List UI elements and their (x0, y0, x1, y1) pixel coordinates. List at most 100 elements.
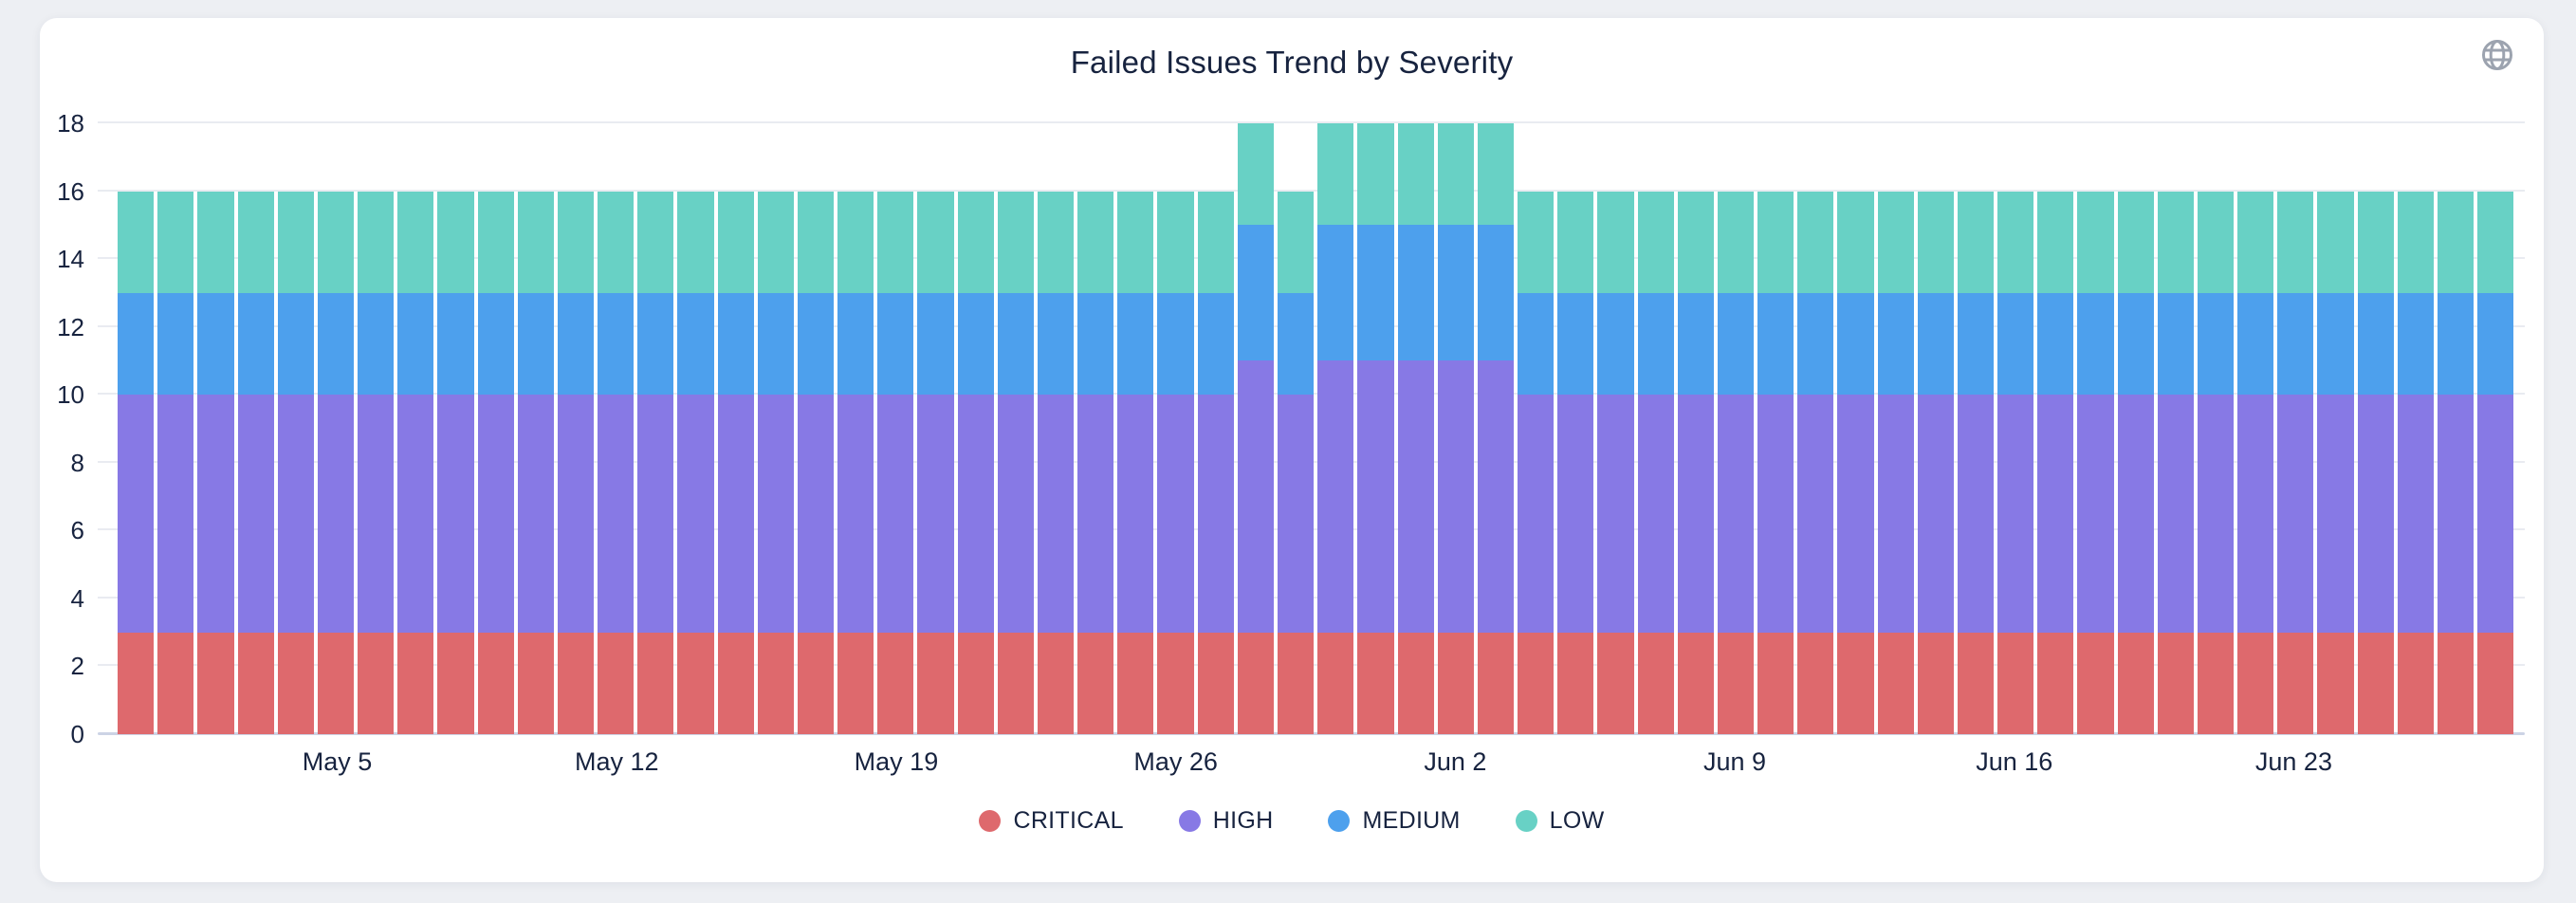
segment-critical (1637, 632, 1674, 734)
legend-item-low[interactable]: LOW (1515, 807, 1605, 835)
legend-item-high[interactable]: HIGH (1178, 807, 1274, 835)
bar-may-15[interactable] (717, 123, 754, 734)
segment-critical (1957, 632, 1995, 734)
bar-jun-8[interactable] (1677, 123, 1714, 734)
segment-low (2197, 191, 2235, 293)
segment-high (1077, 395, 1114, 633)
bar-jun-21[interactable] (2197, 123, 2235, 734)
bar-may-2[interactable] (197, 123, 234, 734)
bar-may-30[interactable] (1317, 123, 1354, 734)
segment-low (358, 191, 395, 293)
segment-low (2397, 191, 2434, 293)
bar-jun-17[interactable] (2037, 123, 2074, 734)
bar-jun-20[interactable] (2157, 123, 2194, 734)
bar-jun-7[interactable] (1637, 123, 1674, 734)
segment-medium (197, 292, 234, 396)
bar-may-25[interactable] (1117, 123, 1154, 734)
bar-may-23[interactable] (1037, 123, 1075, 734)
segment-low (1117, 191, 1154, 293)
bar-may-13[interactable] (637, 123, 674, 734)
bar-may-24[interactable] (1077, 123, 1114, 734)
bar-may-29[interactable] (1277, 123, 1315, 734)
bar-jun-15[interactable] (1957, 123, 1995, 734)
legend-item-medium[interactable]: MEDIUM (1328, 807, 1460, 835)
bar-may-5[interactable] (317, 123, 355, 734)
bar-may-7[interactable] (397, 123, 434, 734)
bar-may-6[interactable] (358, 123, 395, 734)
bar-may-12[interactable] (598, 123, 635, 734)
segment-low (877, 191, 914, 293)
bar-may-11[interactable] (557, 123, 595, 734)
bar-jun-25[interactable] (2357, 123, 2394, 734)
segment-high (637, 395, 674, 633)
bar-jun-13[interactable] (1877, 123, 1914, 734)
bar-jun-27[interactable] (2437, 123, 2475, 734)
segment-critical (2237, 632, 2274, 734)
segment-critical (2317, 632, 2354, 734)
segment-critical (118, 632, 155, 734)
segment-medium (637, 292, 674, 396)
bar-jun-14[interactable] (1917, 123, 1954, 734)
segment-critical (1597, 632, 1634, 734)
bar-jun-24[interactable] (2317, 123, 2354, 734)
legend: CRITICAL HIGH MEDIUM LOW (40, 807, 2544, 835)
segment-low (917, 191, 954, 293)
bar-jun-4[interactable] (1518, 123, 1555, 734)
segment-critical (1317, 632, 1354, 734)
bar-jun-19[interactable] (2117, 123, 2154, 734)
globe-icon[interactable] (2479, 37, 2515, 73)
bar-jun-1[interactable] (1397, 123, 1434, 734)
bar-jun-26[interactable] (2397, 123, 2434, 734)
segment-high (2197, 395, 2235, 633)
bar-jun-23[interactable] (2277, 123, 2314, 734)
bar-may-21[interactable] (957, 123, 994, 734)
segment-medium (1917, 292, 1954, 396)
bar-may-28[interactable] (1237, 123, 1274, 734)
bar-may-4[interactable] (277, 123, 314, 734)
segment-critical (1197, 632, 1234, 734)
bar-may-3[interactable] (237, 123, 274, 734)
bars-container (118, 123, 2514, 734)
bar-may-27[interactable] (1197, 123, 1234, 734)
bar-may-16[interactable] (757, 123, 794, 734)
bar-jun-22[interactable] (2237, 123, 2274, 734)
bar-jun-28[interactable] (2477, 123, 2514, 734)
bar-may-19[interactable] (877, 123, 914, 734)
bar-may-26[interactable] (1157, 123, 1194, 734)
bar-jun-9[interactable] (1717, 123, 1755, 734)
bar-may-8[interactable] (437, 123, 474, 734)
segment-medium (1237, 225, 1274, 361)
bar-jun-5[interactable] (1557, 123, 1594, 734)
segment-high (1437, 360, 1474, 633)
bar-jun-3[interactable] (1477, 123, 1515, 734)
bar-may-10[interactable] (517, 123, 554, 734)
bar-jun-2[interactable] (1437, 123, 1474, 734)
gridline (98, 121, 2525, 123)
bar-jun-12[interactable] (1837, 123, 1874, 734)
bar-jun-11[interactable] (1797, 123, 1834, 734)
segment-critical (1037, 632, 1075, 734)
segment-high (2077, 395, 2114, 633)
bar-may-18[interactable] (837, 123, 874, 734)
bar-may-9[interactable] (477, 123, 514, 734)
bar-may-14[interactable] (677, 123, 714, 734)
bar-jun-18[interactable] (2077, 123, 2114, 734)
bar-may-17[interactable] (797, 123, 835, 734)
bar-apr-30[interactable] (118, 123, 155, 734)
bar-may-22[interactable] (997, 123, 1034, 734)
bar-may-1[interactable] (157, 123, 194, 734)
segment-low (757, 191, 794, 293)
segment-critical (2037, 632, 2074, 734)
bar-may-31[interactable] (1357, 123, 1394, 734)
segment-high (1877, 395, 1914, 633)
legend-item-critical[interactable]: CRITICAL (979, 807, 1123, 835)
bar-jun-16[interactable] (1997, 123, 2034, 734)
bar-jun-10[interactable] (1757, 123, 1794, 734)
segment-low (1277, 191, 1315, 293)
segment-medium (397, 292, 434, 396)
bar-jun-6[interactable] (1597, 123, 1634, 734)
segment-high (1397, 360, 1434, 633)
bar-may-20[interactable] (917, 123, 954, 734)
x-axis-label: May 19 (854, 747, 939, 776)
y-axis-label: 0 (70, 720, 84, 748)
